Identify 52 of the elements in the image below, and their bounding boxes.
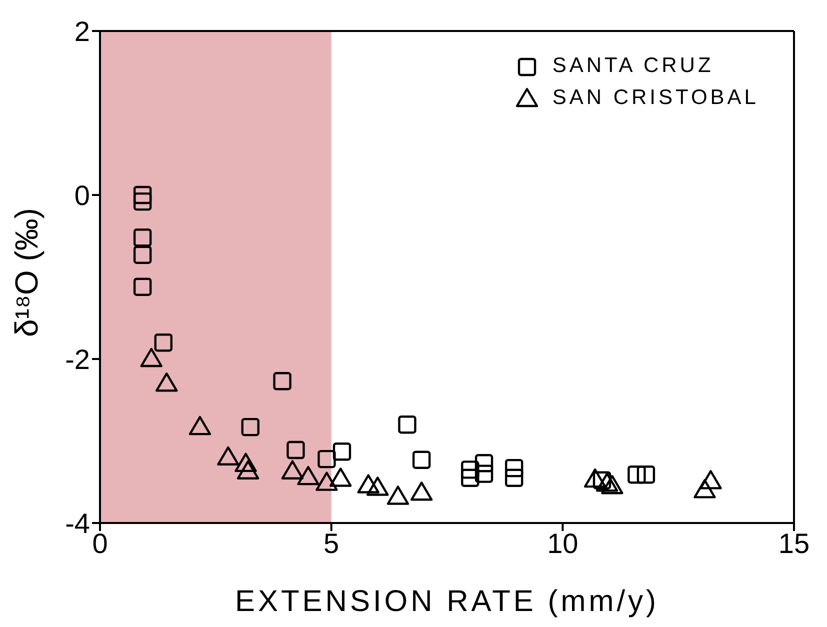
point — [156, 372, 178, 392]
point — [628, 466, 646, 484]
point — [236, 460, 260, 480]
point — [286, 440, 305, 460]
point — [398, 416, 416, 434]
legend-label: SANTA CRUZ — [552, 54, 714, 78]
point — [592, 471, 612, 490]
point — [297, 466, 320, 486]
point — [700, 470, 722, 490]
point — [154, 334, 172, 352]
point — [636, 466, 656, 484]
point — [133, 278, 152, 296]
x-tick-label: 15 — [778, 528, 810, 559]
point — [316, 472, 338, 491]
point — [461, 468, 480, 487]
point — [217, 446, 240, 466]
x-tick-label: 5 — [324, 528, 340, 559]
y-tick-label: 2 — [74, 16, 90, 47]
point — [694, 479, 716, 498]
point — [366, 476, 389, 496]
point — [584, 468, 606, 488]
point — [412, 450, 431, 469]
point — [461, 460, 480, 479]
point — [601, 475, 624, 494]
point — [133, 192, 152, 211]
y-tick-label: 0 — [74, 180, 90, 211]
point — [188, 416, 212, 436]
y-tick-label: -2 — [65, 344, 90, 375]
y-tick-label: -4 — [65, 508, 90, 539]
x-tick-label: 10 — [547, 528, 578, 559]
point — [329, 468, 352, 487]
x-axis-title: EXTENSION RATE (mm/y) — [234, 585, 660, 618]
legend-label: SAN CRISTOBAL — [552, 86, 759, 110]
point — [133, 228, 152, 247]
point — [504, 468, 524, 487]
point — [318, 450, 336, 468]
y-axis-title: δ¹⁸O (‰) — [8, 208, 44, 337]
point — [140, 348, 162, 368]
point — [596, 472, 618, 492]
point — [133, 186, 152, 204]
point — [504, 458, 524, 478]
point — [410, 482, 433, 501]
point — [332, 442, 352, 461]
point — [357, 474, 380, 494]
point — [474, 454, 494, 472]
point — [281, 460, 304, 480]
point — [133, 246, 152, 264]
point — [386, 486, 410, 505]
point — [474, 464, 494, 483]
point — [234, 452, 257, 472]
point — [273, 372, 292, 390]
point — [241, 418, 260, 436]
